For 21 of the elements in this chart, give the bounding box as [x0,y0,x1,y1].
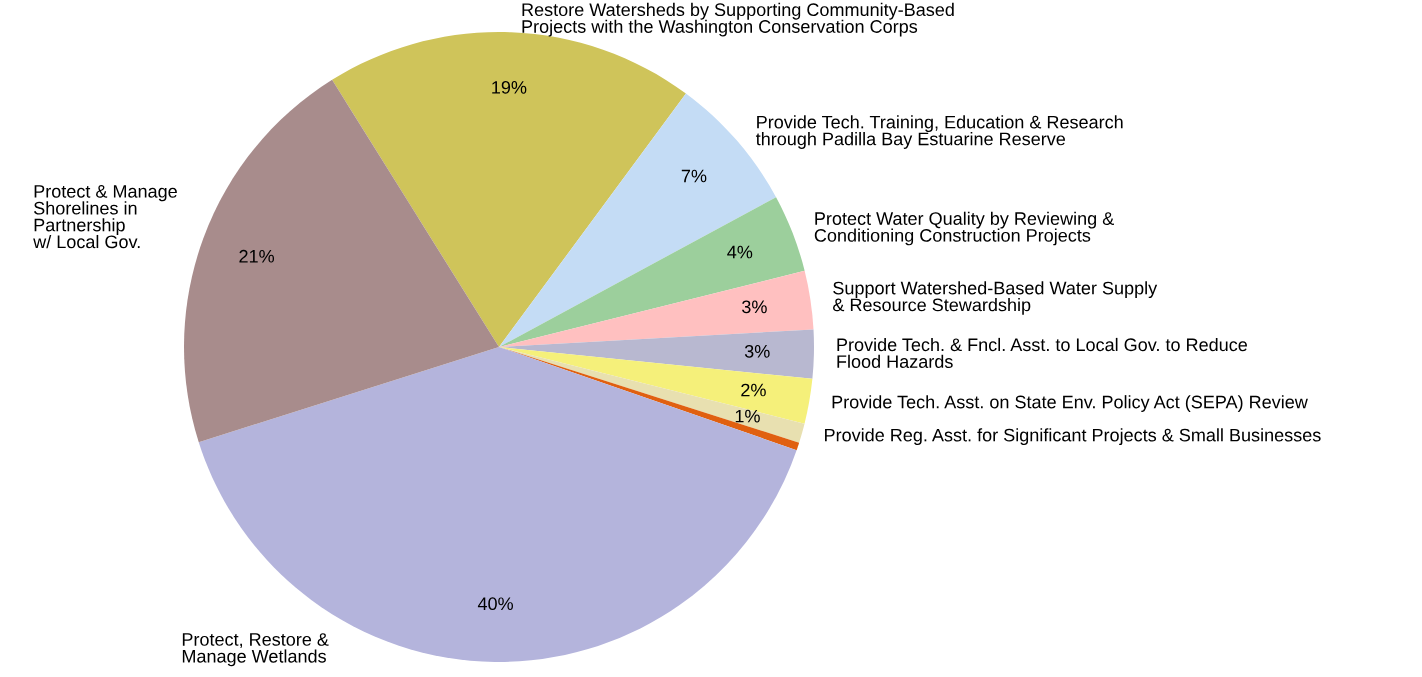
data-label: 3% [744,344,770,358]
data-label: 40% [477,597,513,611]
data-label: 1% [735,409,760,423]
slice-label: Provide Reg. Asst. for Significant Projects & Small Businesses [825,428,1321,446]
slice-label: Restore Watersheds by Supporting Community-Based Projects with the Washington Conservation Corps [522,2,954,37]
data-label: 7% [681,169,707,183]
pie-slice [499,270,814,347]
pie-slice [499,197,805,347]
data-label: 2% [741,383,766,397]
slice-label: Protect & Manage Shorelines in Partnership w/ Local Gov. [33,185,177,249]
slice-label: Provide Tech. Training, Education & Research through Padilla Bay Estuarine Reserve [755,115,1123,149]
data-label: 19% [492,80,527,94]
slice-label: Protect, Restore & Manage Wetlands [182,633,329,667]
slice-label: Support Watershed-Based Water Supply & Resource Stewardship [833,281,1158,315]
data-label: 4% [727,245,753,259]
slice-label: Provide Tech. & Fncl. Asst. to Local Gov. to Reduce Flood Hazards [837,337,1247,368]
data-label: 21% [239,249,275,263]
pie-slice [499,347,813,424]
slice-label: Provide Tech. Asst. on State Env. Policy Act (SEPA) Review [832,395,1308,412]
data-label: 3% [742,300,767,314]
slice-label: Protect Water Quality by Reviewing & Conditioning Construction Projects [814,211,1114,246]
